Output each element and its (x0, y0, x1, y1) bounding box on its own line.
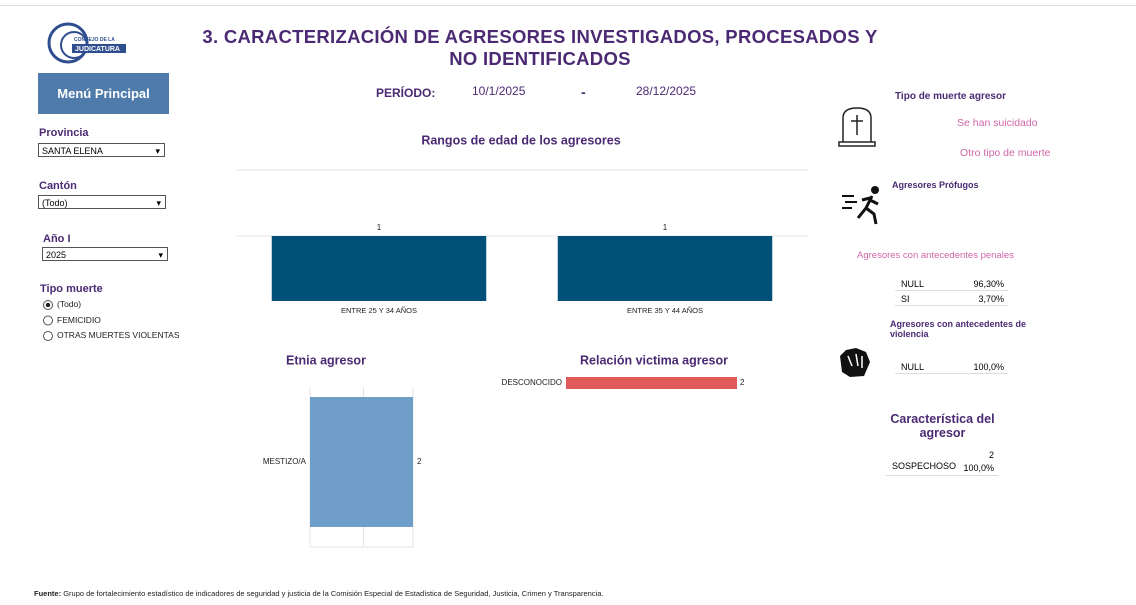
table-cell: 96,30% (973, 279, 1004, 289)
table-cell: NULL (901, 362, 925, 372)
chart-title: Rangos de edad de los agresores (421, 133, 620, 147)
radio-dot (45, 302, 51, 308)
period-separator: - (581, 84, 586, 100)
dropdown[interactable]: 2025 (42, 247, 168, 262)
table-cell: SI (901, 294, 910, 304)
filter-label: Año I (43, 233, 71, 245)
period-end: 28/12/2025 (636, 84, 697, 98)
table-title: Agresores con antecedentes penales (857, 250, 1014, 261)
footer-label: Fuente: (34, 589, 62, 598)
hand-icon (840, 348, 870, 377)
logo-line: CONSEJO DE LA (74, 37, 115, 43)
filter-label: Provincia (39, 127, 89, 139)
dropdown[interactable]: SANTA ELENA (38, 143, 165, 158)
right-title: Tipo de muerte agresor (895, 91, 1006, 102)
menu-label[interactable]: Menú Principal (57, 86, 150, 101)
tomb-icon (838, 107, 876, 147)
radio-label[interactable]: (Todo) (57, 299, 82, 309)
category-label: ENTRE 25 Y 34 AÑOS (341, 306, 417, 315)
footer: Fuente: Grupo de fortalecimiento estadís… (34, 589, 603, 598)
bar (310, 397, 413, 527)
table-row: SOSPECHOSO 2 100,0% (886, 450, 998, 476)
period-start: 10/1/2025 (472, 84, 526, 98)
suicide-label: Se han suicidado (957, 117, 1038, 129)
fugitive-label: Agresores Prófugos (892, 180, 979, 190)
category-label: MESTIZO/A (263, 457, 307, 466)
chart-title: Etnia agresor (286, 353, 366, 367)
bar (271, 236, 487, 301)
filter-label: Cantón (39, 180, 77, 192)
value-label: 2 (417, 457, 422, 466)
period-label: PERÍODO: (376, 86, 436, 100)
value-label: 2 (740, 378, 745, 387)
page-title: 3. CARACTERIZACIÓN DE AGRESORES INVESTIG… (202, 26, 878, 69)
table-cell: 100,0% (963, 463, 994, 473)
radio-title: Tipo muerte (40, 283, 103, 295)
runner-icon (842, 186, 879, 225)
category-label: ENTRE 35 Y 44 AÑOS (627, 306, 703, 315)
table-cell: SOSPECHOSO (892, 461, 957, 471)
logo: CONSEJO DE LA JUDICATURA (47, 22, 126, 64)
table-cell: NULL (901, 279, 925, 289)
value-label: 1 (663, 223, 668, 232)
radio-label[interactable]: OTRAS MUERTES VIOLENTAS (57, 330, 180, 340)
footer-text: Grupo de fortalecimiento estadístico de … (63, 589, 604, 598)
bar (566, 377, 737, 389)
other-death-label: Otro tipo de muerte (960, 147, 1051, 159)
radio[interactable] (43, 315, 53, 326)
table-row: NULL 96,30% (895, 276, 1008, 291)
table-title: Agresores con antecedentes de violencia (890, 319, 1027, 339)
radio[interactable] (43, 331, 53, 341)
dropdown[interactable]: (Todo) (38, 195, 166, 210)
top-rule (0, 5, 1136, 6)
table-row: SI 3,70% (895, 291, 1008, 306)
radio-label[interactable]: FEMICIDIO (57, 314, 101, 325)
table-cell: 3,70% (978, 294, 1004, 304)
value-label: 1 (377, 223, 382, 232)
table-title: Característica del agresor (890, 412, 995, 440)
logo-line: JUDICATURA (75, 46, 120, 53)
bar (557, 236, 773, 301)
table-cell: 100,0% (973, 362, 1004, 372)
menu-button[interactable] (38, 73, 169, 114)
table-row: NULL 100,0% (895, 359, 1008, 374)
chart-title: Relación victima agresor (580, 353, 728, 367)
table-cell: 2 (988, 450, 994, 460)
category-label: DESCONOCIDO (502, 378, 562, 387)
